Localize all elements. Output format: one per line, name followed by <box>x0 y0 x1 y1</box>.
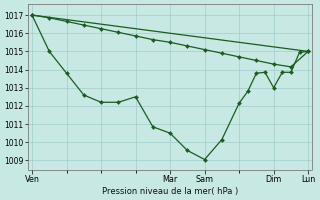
X-axis label: Pression niveau de la mer( hPa ): Pression niveau de la mer( hPa ) <box>102 187 238 196</box>
